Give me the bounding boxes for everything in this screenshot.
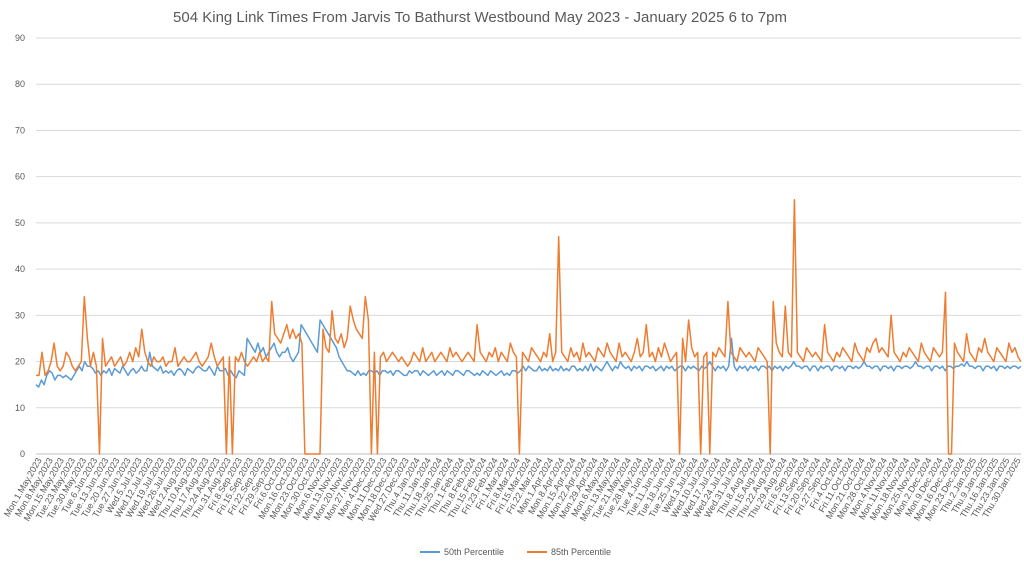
y-tick-label: 80 (15, 79, 25, 89)
series-lines (35, 199, 1022, 455)
y-tick-label: 50 (15, 218, 25, 228)
legend-label-50th-percentile: 50th Percentile (444, 547, 504, 557)
grid-lines (36, 37, 1021, 455)
y-tick-label: 0 (20, 449, 25, 459)
x-axis-ticks: Mon.1.May.2023Mon.8.May.2023Mon.15.May.2… (2, 456, 1023, 523)
legend-label-85th-percentile: 85th Percentile (551, 547, 611, 557)
y-tick-label: 20 (15, 357, 25, 367)
y-tick-label: 60 (15, 172, 25, 182)
series-line-50th-percentile (35, 319, 1022, 388)
y-tick-label: 10 (15, 403, 25, 413)
y-axis-ticks: 0 10 20 30 40 50 60 70 80 90 (15, 33, 25, 459)
series-line-85th-percentile (36, 199, 1022, 455)
chart-title: 504 King Link Times From Jarvis To Bathu… (173, 9, 787, 26)
y-tick-label: 40 (15, 264, 25, 274)
y-tick-label: 90 (15, 33, 25, 43)
legend: 50th Percentile 85th Percentile (420, 547, 611, 557)
y-tick-label: 30 (15, 310, 25, 320)
y-tick-label: 70 (15, 125, 25, 135)
